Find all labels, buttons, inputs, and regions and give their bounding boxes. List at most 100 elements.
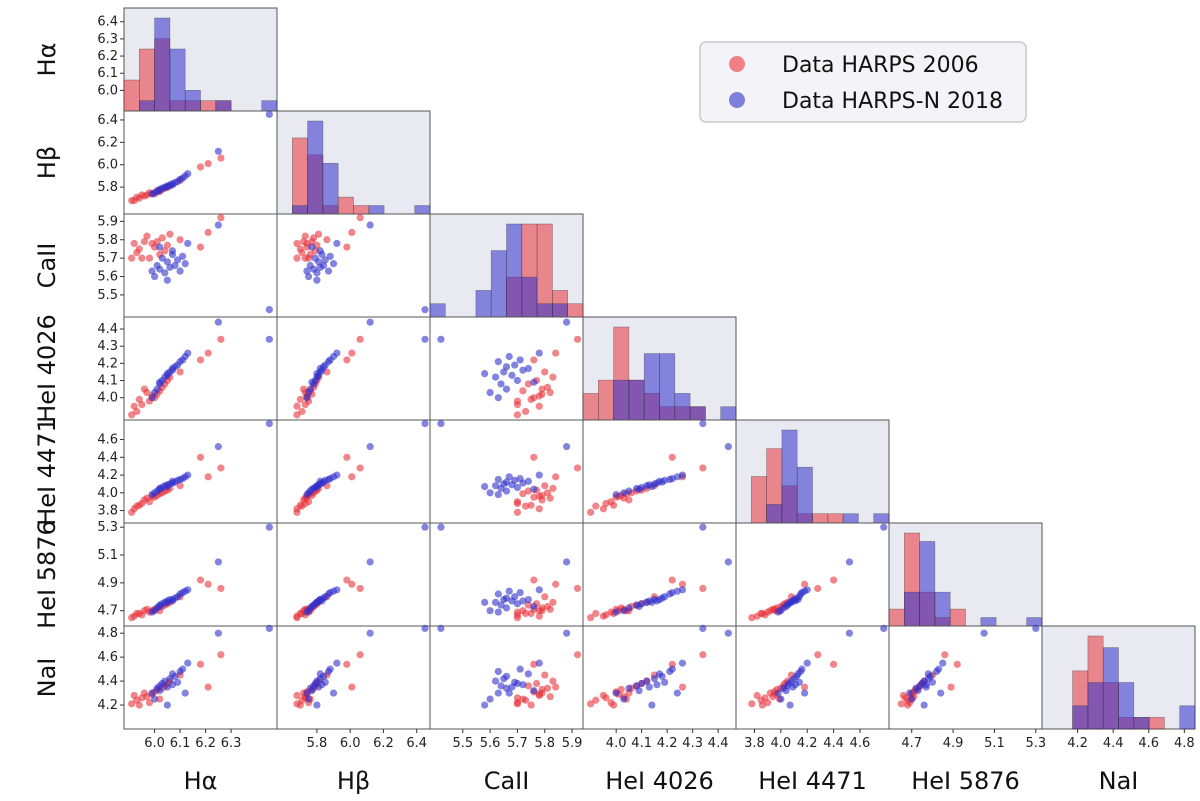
y-tick-label: 6.2	[97, 49, 118, 64]
point-data-harps-n-2018	[168, 181, 177, 189]
point-data-harps-2006	[513, 411, 522, 419]
point-data-harps-2006	[541, 368, 549, 376]
point-data-harps-n-2018	[308, 687, 316, 695]
point-data-harps-2006	[343, 576, 351, 584]
point-data-harps-2006	[135, 395, 143, 403]
point-data-harps-n-2018	[173, 256, 182, 264]
point-data-harps-2006	[293, 254, 301, 262]
point-data-harps-n-2018	[661, 678, 669, 686]
point-data-harps-n-2018	[563, 443, 571, 451]
point-data-harps-n-2018	[184, 586, 192, 594]
point-data-harps-n-2018	[535, 471, 543, 479]
point-data-harps-n-2018	[151, 388, 159, 397]
x-tick-label: 6.2	[195, 736, 216, 751]
hist-bar-data-harps-n-2018	[1133, 717, 1150, 730]
hist-bar-data-harps-n-2018	[154, 17, 171, 112]
point-data-harps-n-2018	[313, 482, 321, 491]
point-data-harps-2006	[546, 388, 554, 397]
point-data-harps-2006	[753, 691, 761, 700]
histogram-panel-hei-4471	[735, 419, 890, 524]
x-tick-label: 6.0	[144, 736, 165, 751]
point-data-harps-n-2018	[845, 558, 854, 566]
point-data-harps-2006	[699, 584, 707, 593]
point-data-harps-2006	[904, 701, 912, 709]
point-data-harps-n-2018	[491, 598, 500, 606]
hist-bar-data-harps-n-2018	[903, 591, 920, 627]
point-data-harps-n-2018	[304, 695, 313, 703]
point-data-harps-n-2018	[928, 678, 937, 686]
x-tick-label: 5.9	[562, 736, 583, 751]
point-data-harps-n-2018	[519, 597, 527, 605]
scatter-panel-nai-vs-h	[123, 624, 278, 730]
point-data-harps-n-2018	[643, 677, 651, 685]
point-data-harps-n-2018	[308, 602, 316, 611]
hist-bar-data-harps-n-2018	[552, 303, 569, 318]
point-data-harps-2006	[522, 502, 530, 510]
point-data-harps-n-2018	[908, 695, 916, 703]
point-data-harps-n-2018	[516, 356, 524, 364]
x-axis-label-hei-4026: HeI 4026	[605, 767, 714, 795]
point-data-harps-2006	[128, 196, 136, 205]
x-axis-label-caii: CaII	[484, 767, 530, 795]
point-data-harps-n-2018	[214, 443, 222, 451]
point-data-harps-n-2018	[502, 385, 511, 393]
hist-bar-data-harps-n-2018	[980, 617, 997, 627]
point-data-harps-n-2018	[156, 485, 164, 493]
point-data-harps-2006	[524, 380, 532, 388]
point-data-harps-n-2018	[486, 695, 494, 703]
point-data-harps-n-2018	[179, 665, 187, 673]
point-data-harps-2006	[530, 660, 538, 668]
y-axis-label-nai: NaI	[33, 658, 61, 698]
point-data-harps-n-2018	[786, 598, 794, 606]
panel-frame	[123, 213, 278, 318]
hist-bar-data-harps-2006	[827, 513, 844, 524]
point-data-harps-2006	[293, 700, 301, 708]
scatter-panel-hei-4471-vs-caii	[429, 419, 584, 524]
y-tick-label: 5.6	[97, 270, 118, 285]
x-axis-label-hei-4471: HeI 4471	[758, 767, 867, 795]
point-data-harps-n-2018	[794, 595, 802, 604]
point-data-harps-2006	[527, 609, 535, 618]
point-data-harps-2006	[599, 505, 608, 513]
x-axis-label-hei-5876: HeI 5876	[911, 767, 1020, 795]
panel-frame	[582, 522, 737, 627]
hist-bar-data-harps-n-2018	[643, 353, 660, 421]
point-data-harps-n-2018	[782, 687, 790, 695]
point-data-harps-2006	[587, 700, 595, 708]
point-data-harps-n-2018	[678, 586, 687, 594]
point-data-harps-2006	[176, 368, 184, 376]
hist-bar-data-harps-2006	[949, 608, 966, 627]
point-data-harps-n-2018	[156, 378, 164, 386]
point-data-harps-2006	[610, 701, 618, 709]
histogram-panel-hei-4026	[582, 316, 737, 421]
point-data-harps-n-2018	[156, 602, 164, 611]
x-tick-label: 4.2	[1067, 736, 1088, 751]
point-data-harps-n-2018	[513, 483, 522, 492]
point-data-harps-2006	[546, 693, 554, 701]
hist-bar-data-harps-n-2018	[934, 591, 951, 627]
hist-bar-data-harps-n-2018	[766, 504, 783, 524]
point-data-harps-n-2018	[699, 523, 707, 531]
x-axis-label-h: Hα	[184, 767, 218, 795]
point-data-harps-n-2018	[699, 419, 707, 428]
point-data-harps-2006	[176, 482, 184, 490]
point-data-harps-2006	[524, 601, 532, 609]
point-data-harps-n-2018	[530, 687, 538, 695]
point-data-harps-n-2018	[803, 586, 811, 594]
point-data-harps-n-2018	[786, 701, 794, 709]
point-data-harps-2006	[130, 239, 138, 248]
point-data-harps-n-2018	[163, 701, 171, 709]
point-data-harps-2006	[668, 576, 676, 584]
point-data-harps-n-2018	[508, 371, 516, 379]
y-tick-label: 4.2	[97, 468, 118, 483]
point-data-harps-n-2018	[516, 588, 524, 597]
y-axis-label-hei-5876: HeI 5876	[33, 520, 61, 629]
point-data-harps-n-2018	[366, 443, 374, 451]
point-data-harps-n-2018	[168, 477, 177, 485]
hist-bar-data-harps-2006	[123, 79, 140, 112]
point-data-harps-n-2018	[920, 701, 928, 709]
point-data-harps-n-2018	[308, 378, 316, 386]
point-data-harps-2006	[314, 230, 323, 238]
point-data-harps-n-2018	[184, 659, 192, 667]
